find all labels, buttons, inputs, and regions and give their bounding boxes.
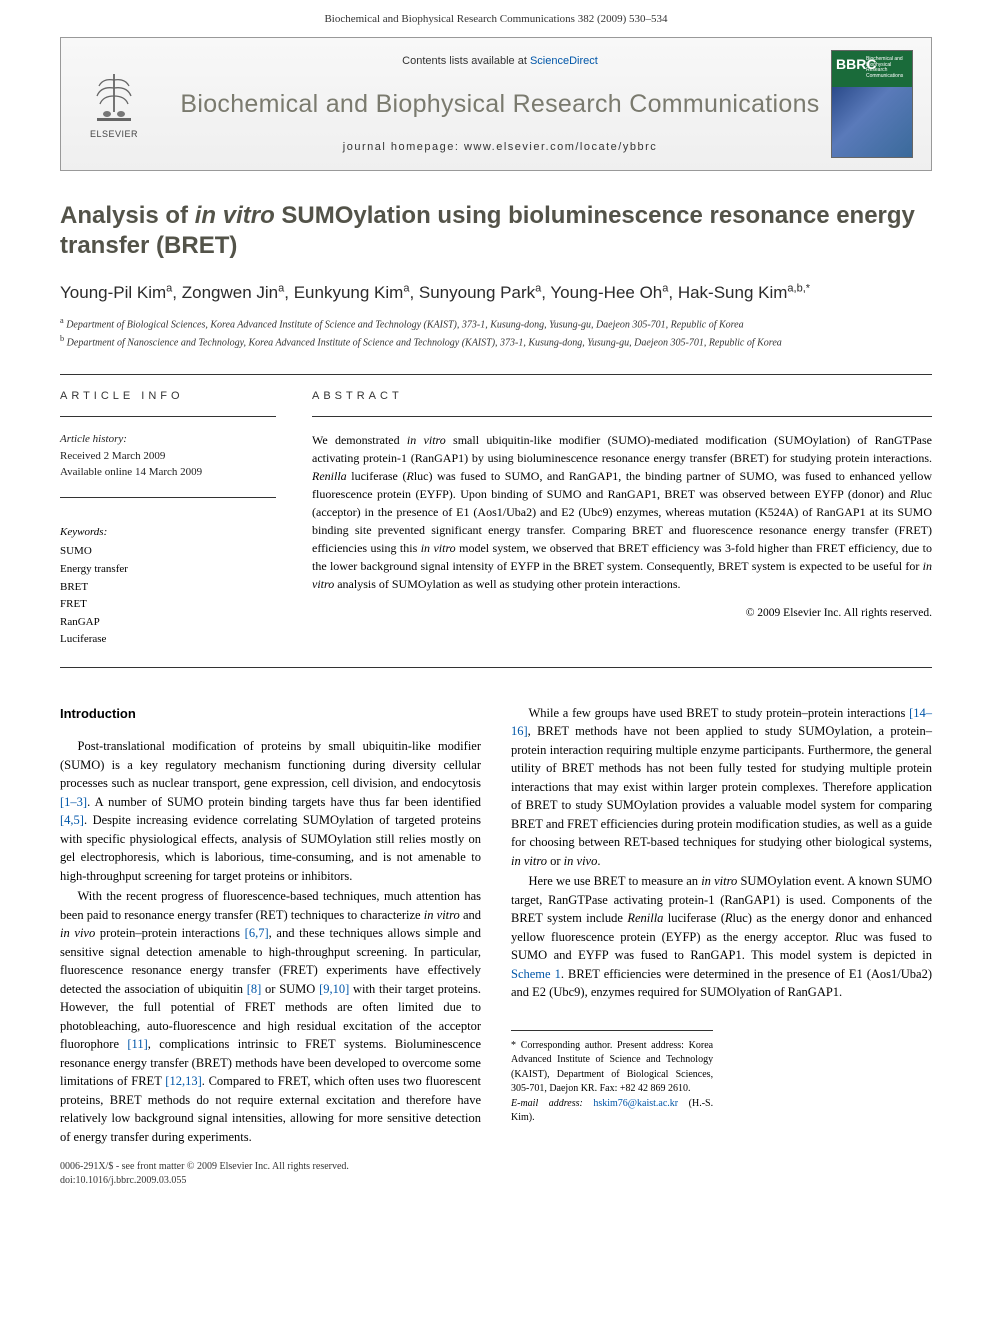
intro-p4: Here we use BRET to measure an in vitro …: [511, 872, 932, 1002]
contents-text: Contents lists available at: [402, 55, 530, 67]
abstract-column: ABSTRACT We demonstrated in vitro small …: [312, 389, 932, 649]
title-italic: in vitro: [195, 202, 275, 229]
affiliation-a: a Department of Biological Sciences, Kor…: [60, 315, 932, 332]
keyword: Energy transfer: [60, 561, 276, 579]
corresponding-email-link[interactable]: hskim76@kaist.ac.kr: [593, 1098, 678, 1109]
keyword: FRET: [60, 596, 276, 614]
corresponding-text: * Corresponding author. Present address:…: [511, 1039, 713, 1097]
page-footer: 0006-291X/$ - see front matter © 2009 El…: [0, 1160, 992, 1218]
homepage-label: journal homepage:: [343, 141, 464, 153]
cover-image-placeholder: [832, 87, 912, 157]
kw-divider: [60, 497, 276, 498]
abstract-heading: ABSTRACT: [312, 389, 932, 404]
body-text: Introduction Post-translational modifica…: [60, 704, 932, 1146]
article-info-heading: ARTICLE INFO: [60, 389, 276, 404]
journal-homepage: journal homepage: www.elsevier.com/locat…: [169, 140, 831, 155]
keywords-block: Keywords: SUMO Energy transfer BRET FRET…: [60, 524, 276, 649]
keyword: RanGAP: [60, 614, 276, 632]
running-header: Biochemical and Biophysical Research Com…: [0, 0, 992, 37]
journal-cover-thumbnail: BBRC Biochemical and Biophysical Researc…: [831, 50, 913, 158]
doi-line: doi:10.1016/j.bbrc.2009.03.055: [60, 1174, 932, 1188]
cover-subtitle: Biochemical and Biophysical Research Com…: [866, 57, 908, 79]
abstract-copyright: © 2009 Elsevier Inc. All rights reserved…: [312, 605, 932, 621]
affiliation-b: b Department of Nanoscience and Technolo…: [60, 333, 932, 350]
title-pre: Analysis of: [60, 202, 195, 229]
journal-name: Biochemical and Biophysical Research Com…: [169, 87, 831, 122]
homepage-url: www.elsevier.com/locate/ybbrc: [464, 141, 657, 153]
sciencedirect-link[interactable]: ScienceDirect: [530, 55, 598, 67]
received-date: Received 2 March 2009: [60, 448, 276, 465]
divider-top: [60, 374, 932, 375]
journal-banner: ELSEVIER Contents lists available at Sci…: [60, 37, 932, 171]
keyword: BRET: [60, 579, 276, 597]
introduction-heading: Introduction: [60, 704, 481, 723]
author-list: Young-Pil Kima, Zongwen Jina, Eunkyung K…: [60, 281, 932, 305]
intro-p2: With the recent progress of fluorescence…: [60, 887, 481, 1146]
corresponding-author-footer: * Corresponding author. Present address:…: [511, 1030, 713, 1126]
contents-available: Contents lists available at ScienceDirec…: [169, 54, 831, 69]
affiliations: a Department of Biological Sciences, Kor…: [60, 315, 932, 350]
intro-p3: While a few groups have used BRET to stu…: [511, 704, 932, 871]
info-divider: [60, 416, 276, 417]
article-history: Article history: Received 2 March 2009 A…: [60, 431, 276, 481]
elsevier-tree-icon: [89, 68, 139, 124]
abstract-divider: [312, 416, 932, 417]
elsevier-logo: ELSEVIER: [79, 64, 149, 144]
elsevier-brand-text: ELSEVIER: [90, 128, 138, 141]
issn-line: 0006-291X/$ - see front matter © 2009 El…: [60, 1160, 932, 1174]
online-date: Available online 14 March 2009: [60, 464, 276, 481]
corresponding-email-line: E-mail address: hskim76@kaist.ac.kr (H.-…: [511, 1097, 713, 1126]
article-title: Analysis of in vitro SUMOylation using b…: [60, 201, 932, 261]
intro-p1: Post-translational modification of prote…: [60, 737, 481, 885]
divider-bottom: [60, 667, 932, 668]
history-label: Article history:: [60, 431, 276, 448]
banner-center: Contents lists available at ScienceDirec…: [169, 54, 831, 156]
article-info-column: ARTICLE INFO Article history: Received 2…: [60, 389, 276, 649]
keyword: Luciferase: [60, 631, 276, 649]
keyword: SUMO: [60, 543, 276, 561]
email-label: E-mail address:: [511, 1098, 583, 1109]
abstract-text: We demonstrated in vitro small ubiquitin…: [312, 431, 932, 593]
keywords-label: Keywords:: [60, 524, 276, 542]
